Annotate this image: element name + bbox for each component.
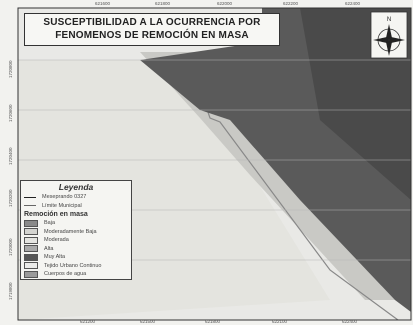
legend-line-symbol [24, 196, 36, 198]
legend-section-title: Remoción en masa [24, 211, 88, 218]
legend-class-label: Baja [44, 220, 56, 227]
legend-line-label: Meseprando 0327 [42, 194, 87, 201]
legend-swatch [24, 228, 38, 236]
legend-class-label: Tejido Urbano Continuo [44, 262, 102, 269]
coord-left-5: 1720000 [8, 238, 13, 256]
legend-line-label: Límite Municipal [42, 202, 82, 209]
legend-swatch [24, 236, 38, 244]
legend-class-item: Muy Alta [21, 253, 131, 262]
legend-swatch [24, 270, 38, 278]
coord-bottom-5: 622400 [342, 319, 358, 324]
legend-line-symbol [24, 205, 36, 207]
zone-alta [140, 52, 395, 300]
legend: Leyenda Meseprando 0327 Límite Municipal … [20, 180, 132, 280]
legend-class-item: Alta [21, 245, 131, 254]
coord-left-3: 1720400 [8, 147, 13, 165]
legend-swatch [24, 245, 38, 253]
legend-class-label: Moderada [44, 237, 69, 244]
legend-class-label: Muy Alta [44, 254, 66, 261]
legend-class-item: Cuerpos de agua [21, 270, 131, 279]
map-border [17, 7, 412, 321]
map-title: SUSCEPTIBILIDAD A LA OCURRENCIA POR FENO… [24, 13, 280, 46]
coord-top-2: 621800 [155, 1, 171, 6]
coord-left-1: 1720800 [8, 60, 13, 78]
coord-bottom-3: 621800 [205, 319, 221, 324]
coord-bottom-4: 622100 [272, 319, 288, 324]
title-line-1: SUSCEPTIBILIDAD A LA OCURRENCIA POR [43, 17, 261, 28]
coord-left-6: 1719800 [8, 282, 13, 300]
north-label: N [387, 17, 391, 23]
north-arrow-icon: N [370, 11, 408, 59]
legend-class-label: Alta [44, 245, 54, 252]
legend-class-label: Moderadamente Baja [44, 228, 97, 235]
legend-class-item: Baja [21, 219, 131, 228]
coord-bottom-1: 621200 [80, 319, 96, 324]
legend-swatch [24, 253, 38, 261]
legend-class-label: Cuerpos de agua [44, 271, 87, 278]
coord-top-5: 622400 [345, 1, 361, 6]
legend-swatch [24, 262, 38, 270]
legend-title: Leyenda [58, 182, 94, 192]
legend-line-item: Límite Municipal [21, 202, 131, 211]
legend-swatch [24, 219, 38, 227]
coord-bottom-2: 621500 [140, 319, 156, 324]
coord-top-4: 622200 [283, 1, 299, 6]
legend-class-item: Tejido Urbano Continuo [21, 262, 131, 271]
coord-left-2: 1720600 [8, 104, 13, 122]
legend-class-item: Moderada [21, 236, 131, 245]
coord-top-3: 622000 [217, 1, 233, 6]
coord-top-1: 621600 [95, 1, 111, 6]
legend-class-item: Moderadamente Baja [21, 228, 131, 237]
legend-line-item: Meseprando 0327 [21, 193, 131, 202]
title-line-2: FENOMENOS DE REMOCIÓN EN MASA [55, 30, 249, 41]
coord-left-4: 1720200 [8, 189, 13, 207]
